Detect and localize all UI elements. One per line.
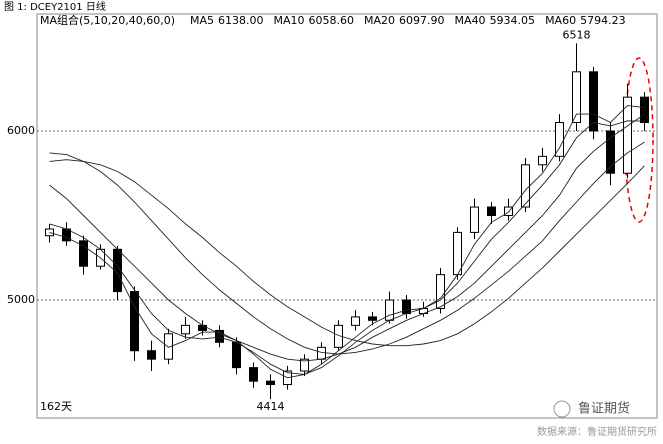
legend-name: MA5 [190,14,214,27]
candle-body [164,333,173,360]
candle-body [606,130,615,174]
candle-body [470,206,479,233]
period-label: 162天 [40,400,72,413]
candle-body [45,228,54,237]
candle-body [351,316,360,326]
legend-name: MA40 [455,14,486,27]
candle-body [266,380,275,386]
ma-line [49,120,645,375]
source: 数据来源：鲁证期货研究所 [537,425,657,438]
low-label: 4414 [257,400,285,413]
legend-name: MA10 [274,14,305,27]
legend-title: MA组合(5,10,20,40,60,0) [40,13,175,27]
candle-body [589,71,598,132]
legend-value: 6097.90 [399,14,445,27]
ma-line [49,141,645,355]
legend-value: 5934.05 [490,14,536,27]
candle-body [198,324,207,331]
watermark: 鲁证期货 [578,401,630,417]
candle-body [555,122,564,157]
candle-body [317,346,326,360]
watermark-group: 鲁证期货 [553,400,630,418]
candle-body [215,329,224,343]
candle-body [249,367,258,382]
chart-title: 图 1: DCEY2101 日线 [4,0,106,13]
candle-body [572,71,581,124]
candle-body [436,274,445,309]
candle-body [623,96,632,174]
candle-body [385,299,394,321]
candle-body [147,350,156,360]
y-tick-label: 6000 [7,124,35,137]
watermark-icon [553,400,571,418]
candle-body [453,231,462,276]
candle-body [300,358,309,372]
candle-body [402,299,411,315]
ma-line [49,114,645,362]
candle-body [487,206,496,216]
candle-body [368,316,377,321]
highlight-ellipse [624,57,654,223]
ma-line [49,159,645,347]
candle-body [232,341,241,369]
legend-name: MA20 [364,14,395,27]
legend-value: 6138.00 [218,14,264,27]
ma-line [49,105,645,379]
candle-body [538,155,547,166]
candle-body [504,206,513,216]
candle-body [640,96,649,124]
high-label: 6518 [563,28,591,41]
candle-body [130,291,139,352]
legend-value: 6058.60 [309,14,355,27]
plot-frame [36,13,658,419]
y-tick-label: 5000 [7,293,35,306]
legend-name: MA60 [545,14,576,27]
legend-value: 5794.23 [580,14,626,27]
candle-body [181,324,190,335]
candle-body [79,240,88,267]
